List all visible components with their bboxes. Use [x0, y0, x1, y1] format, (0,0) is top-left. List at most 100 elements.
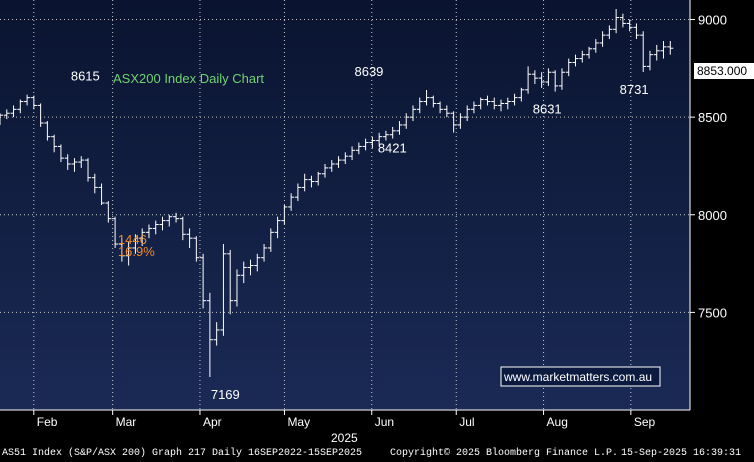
y-tick-label: 9000: [698, 13, 727, 28]
ohlc-bar: [491, 97, 498, 110]
ohlc-bar: [173, 212, 180, 223]
x-tick-label: Sep: [634, 415, 656, 429]
ohlc-bar: [37, 103, 44, 127]
ohlc-bar: [565, 58, 572, 77]
ohlc-bar: [254, 253, 261, 272]
ohlc-bar: [389, 126, 396, 139]
ohlc-bar: [599, 31, 606, 47]
ohlc-bar: [410, 105, 417, 122]
annotation-label: 16.9%: [118, 244, 155, 259]
ohlc-bar: [342, 152, 349, 164]
ohlc-bar: [660, 41, 667, 59]
annotation-label: 8421: [378, 141, 407, 156]
ohlc-bar: [301, 173, 308, 192]
ohlc-bar: [57, 144, 64, 163]
ohlc-bar: [437, 101, 444, 114]
ohlc-bar: [200, 253, 207, 309]
x-tick-label: Feb: [37, 415, 58, 429]
ohlc-bar: [85, 158, 92, 182]
ohlc-bar: [579, 50, 586, 63]
ohlc-bar: [17, 99, 24, 114]
ohlc-bar: [281, 205, 288, 225]
ohlc-bar: [71, 158, 78, 172]
ohlc-bar: [233, 269, 240, 307]
ohlc-bar: [125, 242, 132, 266]
watermark-text: www.marketmatters.com.au: [503, 370, 652, 384]
footer: AS51 Index (S&P/ASX 200) Graph 217 Daily…: [0, 445, 754, 462]
footer-left: AS51 Index (S&P/ASX 200) Graph 217 Daily…: [2, 448, 363, 459]
footer-right: 15-Sep-2025 16:39:31: [621, 448, 742, 459]
ohlc-bar: [416, 97, 423, 114]
ohlc-bar: [518, 87, 525, 102]
grid: [0, 0, 690, 410]
ohlc-bar: [91, 173, 98, 194]
ohlc-bar: [213, 322, 220, 346]
ohlc-bar: [369, 136, 376, 149]
ohlc-bar: [430, 95, 437, 108]
ohlc-bar: [403, 113, 410, 129]
ohlc-bar: [606, 25, 613, 40]
x-tick-label: Aug: [547, 415, 568, 429]
x-axis: Feb Mar Apr May Jun Jul Aug Sep: [33, 410, 656, 429]
ohlc-bar: [552, 70, 559, 92]
ohlc-bar: [653, 44, 660, 61]
ohlc-bar: [44, 121, 51, 141]
ohlc-bar: [640, 31, 647, 73]
ohlc-bar: [152, 220, 159, 235]
ohlc-bar: [139, 228, 146, 246]
ohlc-bar: [261, 244, 268, 262]
ohlc-bar: [538, 72, 545, 88]
ohlc-bar: [531, 70, 538, 84]
y-tick-label: 8000: [698, 208, 727, 223]
ohlc-bar: [443, 105, 450, 118]
ohlc-bar: [98, 183, 105, 205]
ohlc-bar: [396, 121, 403, 135]
ohlc-bar: [30, 95, 37, 110]
ohlc-bar: [484, 95, 491, 106]
ohlc-bar: [504, 97, 511, 110]
annotation-label: 7169: [211, 387, 240, 402]
ohlc-bar: [619, 13, 626, 28]
plot-background: [0, 0, 690, 410]
ohlc-bar: [240, 261, 247, 284]
ohlc-bar: [355, 142, 362, 155]
candles: [0, 8, 674, 378]
watermark-box: www.marketmatters.com.au: [500, 366, 661, 387]
ohlc-bar: [206, 292, 213, 378]
ohlc-bar: [315, 171, 322, 186]
ohlc-bar: [51, 134, 58, 153]
ohlc-bar: [382, 130, 389, 141]
ohlc-bar: [166, 214, 173, 227]
annotation-label: 8631: [533, 102, 562, 117]
ohlc-bar: [274, 216, 281, 239]
ohlc-bar: [613, 8, 620, 34]
ohlc-bar: [464, 105, 471, 122]
ohlc-bar: [477, 97, 484, 110]
ohlc-bar: [294, 183, 301, 202]
ohlc-bar: [511, 93, 518, 106]
x-tick-label: Apr: [203, 415, 222, 429]
ohlc-bar: [112, 216, 119, 248]
ohlc-bar: [626, 19, 633, 32]
ohlc-bar: [132, 234, 139, 254]
ohlc-bar: [179, 216, 186, 241]
x-tick-label: May: [287, 415, 310, 429]
ohlc-bar: [193, 236, 200, 262]
ohlc-bar: [118, 238, 125, 262]
ohlc-bar: [3, 109, 10, 120]
annotation-label: 8731: [620, 82, 649, 97]
ohlc-bar: [78, 156, 85, 168]
y-tick-label: 8500: [698, 110, 727, 125]
ohlc-bar: [450, 111, 457, 133]
annotation-label: 8615: [71, 69, 100, 84]
last-price-tag: 8853.000: [694, 63, 754, 79]
ohlc-bar: [64, 154, 71, 170]
ohlc-bar: [328, 160, 335, 172]
ohlc-bar: [267, 228, 274, 252]
footer-center: Copyright© 2025 Bloomberg Finance L.P.: [390, 448, 619, 459]
ohlc-bar: [10, 105, 17, 118]
y-axis: 7500 8000 8500 9000: [690, 13, 727, 320]
ohlc-bar: [145, 224, 152, 239]
